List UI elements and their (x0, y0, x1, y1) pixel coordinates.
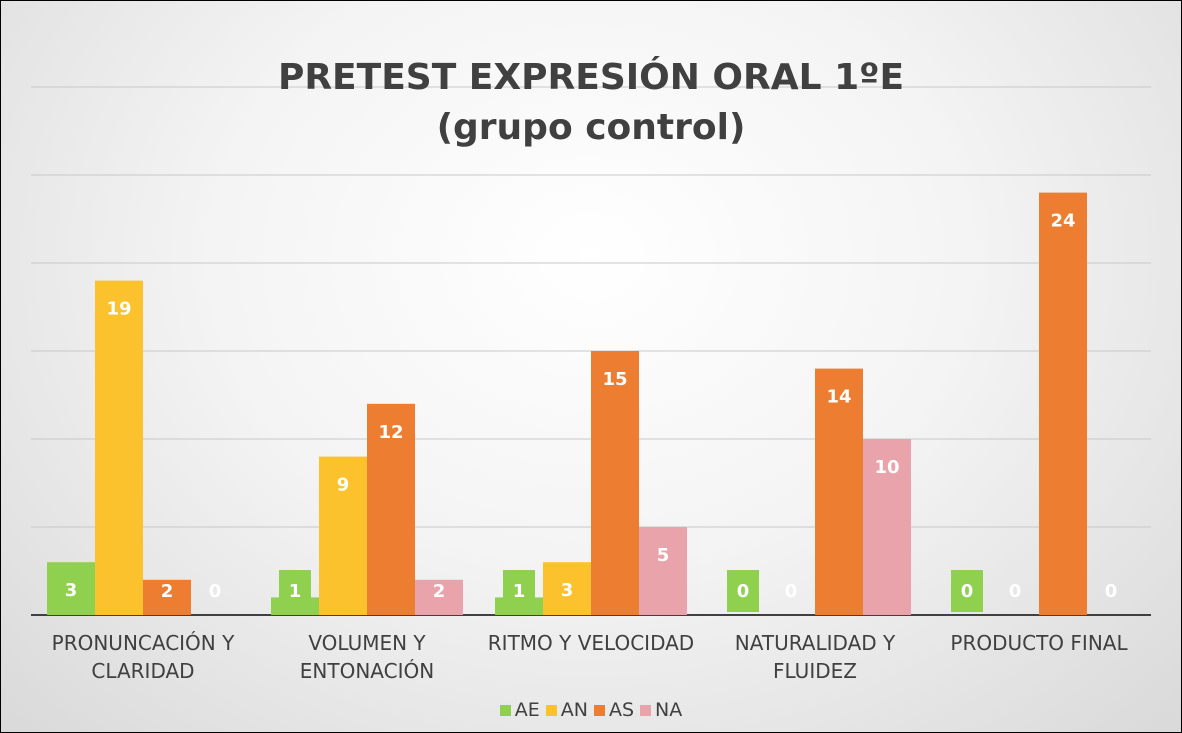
bar (143, 579, 191, 615)
bar (95, 280, 143, 615)
data-label: 1 (289, 581, 302, 602)
data-label: 12 (378, 422, 403, 443)
data-label: 0 (1009, 581, 1022, 602)
bar (543, 562, 591, 615)
data-label: 1 (513, 581, 526, 602)
x-tick-label: VOLUMEN Y ENTONACIÓN (299, 631, 435, 683)
bar (367, 403, 415, 615)
x-tick-label: PRODUCTO FINAL (950, 631, 1128, 655)
data-label: 3 (65, 580, 78, 601)
data-label: 9 (337, 475, 350, 496)
data-label: 2 (433, 581, 446, 602)
legend-swatch (499, 705, 511, 716)
bar (415, 579, 463, 615)
bar (815, 368, 863, 615)
legend-label: AS (608, 699, 635, 721)
data-label-box (279, 570, 311, 612)
data-label: 19 (106, 299, 131, 320)
legend-label: AN (560, 699, 588, 721)
data-label: 0 (785, 581, 798, 602)
bar (863, 439, 911, 615)
data-label-box (951, 570, 983, 612)
legend-item: AS (593, 699, 635, 721)
legend-swatch (593, 705, 605, 716)
legend-item: NA (640, 699, 682, 721)
x-tick-label: NATURALIDAD Y FLUIDEZ (734, 631, 896, 683)
x-tick-label: PRONUNCACIÓN Y CLARIDAD (51, 631, 235, 683)
data-label: 24 (1050, 211, 1075, 232)
data-label: 3 (561, 580, 574, 601)
data-label: 0 (961, 581, 974, 602)
legend-label: NA (655, 699, 683, 721)
bar (319, 456, 367, 615)
data-label: 2 (161, 581, 174, 602)
data-label: 0 (1105, 581, 1118, 602)
bar (591, 351, 639, 615)
legend-item: AN (545, 699, 588, 721)
bar (639, 527, 687, 615)
data-label-box (727, 570, 759, 612)
x-tick-label: RITMO Y VELOCIDAD (487, 631, 695, 655)
chart-title: (grupo control) (436, 107, 746, 148)
legend-swatch (545, 705, 557, 716)
data-label: 10 (874, 457, 899, 478)
data-label: 0 (737, 581, 750, 602)
legend-swatch (640, 705, 652, 716)
legend-label: AE (514, 699, 540, 721)
data-label-box (503, 570, 535, 612)
legend-item: AE (499, 699, 540, 721)
data-label: 0 (209, 581, 222, 602)
legend: AE AN AS NA (1, 699, 1181, 721)
chart-title: PRETEST EXPRESIÓN ORAL 1ºE (277, 57, 905, 98)
data-label: 15 (602, 369, 627, 390)
data-label-box (55, 569, 87, 612)
data-label: 14 (826, 387, 851, 408)
data-label: 5 (657, 545, 670, 566)
bar (1039, 192, 1087, 615)
